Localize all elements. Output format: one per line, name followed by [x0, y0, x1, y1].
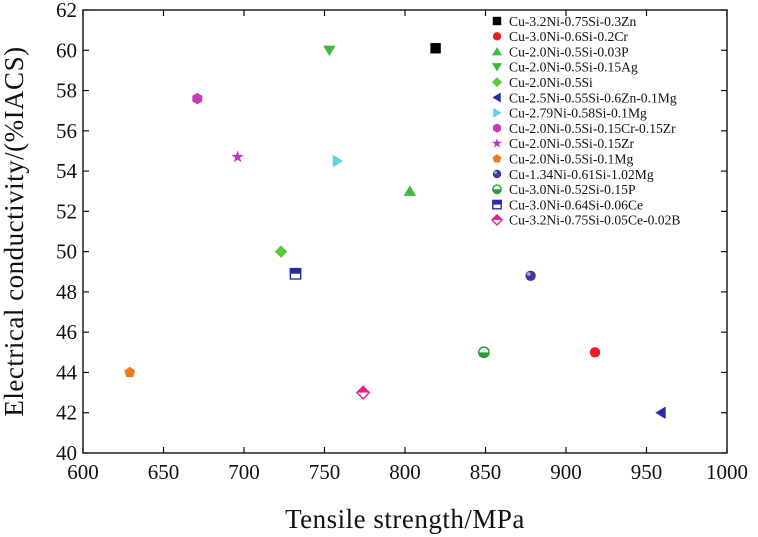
- data-point: [589, 347, 601, 358]
- legend-item: Cu-2.0Ni-0.5Si-0.03P: [491, 44, 629, 59]
- x-tick-labels: 600 650 700 750 800 850 900 950 1000: [67, 460, 748, 484]
- legend-label: Cu-2.0Ni-0.5Si: [509, 75, 593, 90]
- legend-item: Cu-2.5Ni-0.55Si-0.6Zn-0.1Mg: [492, 90, 677, 105]
- legend-item: Cu-1.34Ni-0.61Si-1.02Mg: [492, 167, 654, 182]
- data-point: [430, 43, 441, 54]
- data-point: [231, 150, 244, 163]
- y-tick-label: 46: [56, 320, 77, 344]
- x-tick-label: 900: [550, 460, 582, 484]
- legend-label: Cu-1.34Ni-0.61Si-1.02Mg: [509, 167, 654, 182]
- legend-item: Cu-2.0Ni-0.5Si: [491, 75, 593, 90]
- y-tick-label: 56: [56, 119, 77, 143]
- data-point: [332, 154, 344, 168]
- y-tick-label: 62: [56, 0, 77, 22]
- legend-label: Cu-3.2Ni-0.75Si-0.3Zn: [509, 14, 636, 29]
- legend-item: Cu-2.0Ni-0.5Si-0.1Mg: [492, 152, 633, 167]
- legend-item: Cu-3.0Ni-0.6Si-0.2Cr: [492, 29, 628, 44]
- legend-item: Cu-3.0Ni-0.64Si-0.06Ce: [492, 197, 643, 212]
- data-point: [323, 45, 336, 56]
- x-tick-label: 650: [148, 460, 180, 484]
- y-tick-label: 40: [56, 441, 77, 465]
- legend-label: Cu-2.0Ni-0.5Si-0.15Ag: [509, 60, 638, 75]
- legend-marker: [490, 213, 504, 226]
- legend-item: Cu-3.0Ni-0.52Si-0.15P: [492, 182, 636, 197]
- legend-label: Cu-2.0Ni-0.5Si-0.03P: [509, 44, 629, 59]
- data-point: [289, 267, 302, 280]
- x-tick-label: 750: [309, 460, 341, 484]
- legend-marker: [493, 107, 502, 118]
- x-tick-label: 600: [67, 460, 99, 484]
- data-point: [525, 270, 536, 281]
- legend-label: Cu-3.0Ni-0.64Si-0.06Ce: [509, 197, 643, 212]
- legend-marker: [492, 32, 502, 41]
- x-tick-label: 700: [228, 460, 260, 484]
- y-tick-labels: 40 42 44 46 48 50 52 54 56 58 60 62: [56, 0, 78, 465]
- data-points: [124, 43, 666, 419]
- legend-marker: [492, 123, 502, 133]
- legend-marker: [492, 184, 502, 195]
- data-point: [274, 245, 288, 258]
- legend-marker: [492, 169, 502, 179]
- legend: Cu-3.2Ni-0.75Si-0.3ZnCu-3.0Ni-0.6Si-0.2C…: [490, 14, 680, 228]
- y-axis-title: Electrical conductivity/(%IACS): [0, 46, 29, 416]
- legend-marker: [491, 63, 503, 72]
- legend-marker: [491, 46, 503, 56]
- x-axis-title: Tensile strength/MPa: [285, 504, 525, 534]
- y-tick-label: 50: [56, 240, 77, 264]
- legend-label: Cu-3.0Ni-0.6Si-0.2Cr: [509, 29, 628, 44]
- y-tick-label: 58: [56, 79, 77, 103]
- legend-marker: [492, 16, 502, 26]
- data-point: [477, 346, 490, 359]
- legend-item: Cu-2.0Ni-0.5Si-0.15Zr: [492, 136, 634, 151]
- data-point: [192, 92, 203, 105]
- legend-item: Cu-2.0Ni-0.5Si-0.15Ag: [491, 60, 638, 75]
- legend-item: Cu-2.0Ni-0.5Si-0.15Cr-0.15Zr: [492, 121, 676, 136]
- y-tick-label: 44: [56, 360, 78, 384]
- legend-marker: [492, 138, 502, 148]
- legend-marker: [491, 77, 503, 88]
- legend-marker: [492, 199, 502, 210]
- legend-label: Cu-3.2Ni-0.75Si-0.05Ce-0.02B: [509, 213, 680, 228]
- y-tick-label: 60: [56, 38, 77, 62]
- legend-item: Cu-3.2Ni-0.75Si-0.3Zn: [492, 14, 636, 29]
- data-point: [403, 185, 417, 196]
- legend-label: Cu-2.0Ni-0.5Si-0.15Cr-0.15Zr: [509, 121, 676, 136]
- legend-marker: [492, 154, 502, 163]
- legend-label: Cu-2.5Ni-0.55Si-0.6Zn-0.1Mg: [509, 90, 677, 105]
- x-tick-label: 800: [389, 460, 421, 484]
- y-tick-label: 52: [56, 199, 77, 223]
- data-point: [355, 385, 371, 400]
- data-point: [655, 406, 666, 419]
- legend-label: Cu-2.0Ni-0.5Si-0.1Mg: [509, 152, 633, 167]
- y-tick-label: 54: [56, 159, 78, 183]
- legend-label: Cu-2.79Ni-0.58Si-0.1Mg: [509, 106, 647, 121]
- legend-marker: [492, 92, 501, 103]
- data-point: [124, 366, 136, 378]
- y-tick-label: 48: [56, 280, 77, 304]
- legend-item: Cu-3.2Ni-0.75Si-0.05Ce-0.02B: [490, 213, 680, 228]
- plot-frame: [82, 9, 728, 454]
- tick-marks: [82, 9, 728, 454]
- x-tick-label: 950: [631, 460, 663, 484]
- x-tick-label: 1000: [706, 460, 748, 484]
- legend-label: Cu-3.0Ni-0.52Si-0.15P: [509, 182, 636, 197]
- legend-label: Cu-2.0Ni-0.5Si-0.15Zr: [509, 136, 634, 151]
- legend-item: Cu-2.79Ni-0.58Si-0.1Mg: [493, 106, 647, 121]
- x-tick-label: 850: [470, 460, 502, 484]
- axes: [82, 9, 728, 454]
- y-tick-label: 42: [56, 401, 77, 425]
